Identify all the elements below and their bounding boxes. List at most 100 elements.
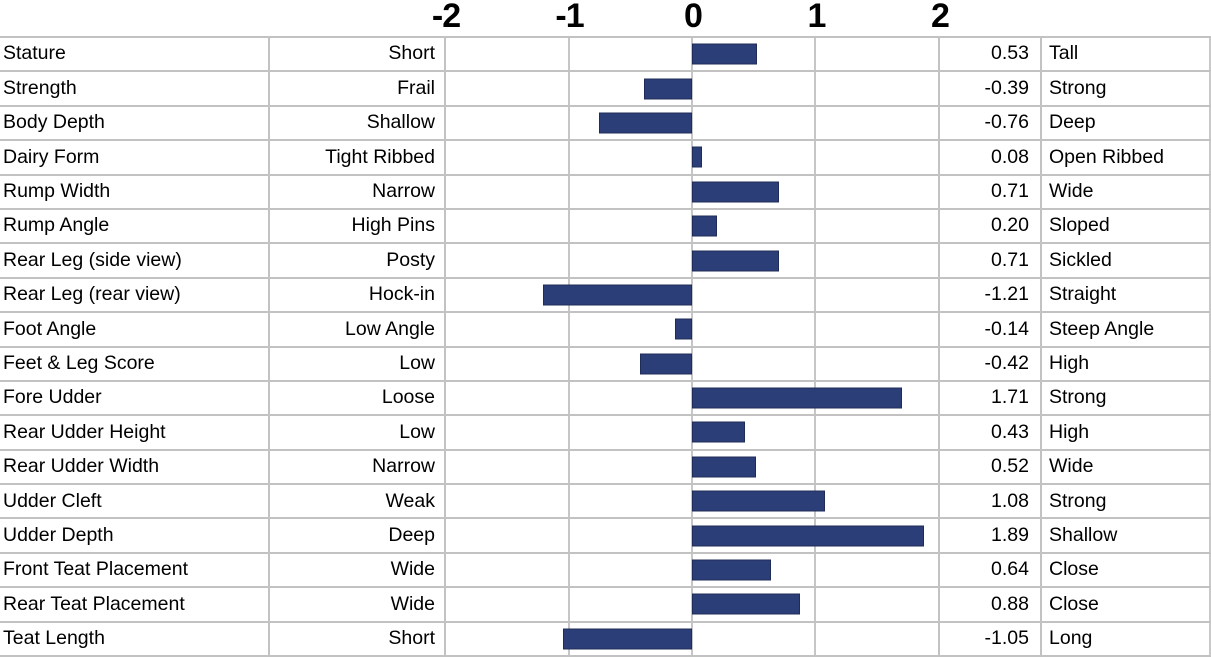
high-descriptor-label: Deep (1042, 106, 1211, 140)
trait-label: Udder Depth (0, 519, 270, 552)
high-descriptor-label: Close (1042, 588, 1211, 621)
low-descriptor-label: Narrow (270, 450, 446, 484)
gridline-plus1 (814, 209, 816, 243)
high-descriptor-label: Wide (1042, 450, 1211, 484)
low-descriptor-label: Hock-in (270, 278, 446, 312)
gridline-plus1 (814, 141, 816, 174)
high-descriptor-label: High (1042, 416, 1211, 449)
gridline-plus1 (814, 588, 816, 621)
low-descriptor-label: High Pins (270, 209, 446, 243)
value-label: 0.64 (940, 553, 1042, 587)
gridline-plus1 (814, 38, 816, 71)
trait-value-bar (692, 43, 758, 65)
bar-plot-cell (446, 381, 940, 415)
gridline-plus1 (814, 347, 816, 380)
trait-value-bar (692, 421, 745, 443)
gridline-minus1 (568, 175, 570, 208)
high-descriptor-label: Strong (1042, 485, 1211, 518)
trait-value-bar (692, 490, 825, 512)
gridline-minus1 (568, 416, 570, 449)
high-descriptor-label: Close (1042, 553, 1211, 587)
gridline-plus1 (814, 450, 816, 484)
high-descriptor-label: Wide (1042, 175, 1211, 208)
low-descriptor-label: Wide (270, 553, 446, 587)
axis-tick-label: -1 (555, 0, 584, 35)
value-label: -0.76 (940, 106, 1042, 140)
trait-label: Foot Angle (0, 313, 270, 346)
bar-plot-cell (446, 209, 940, 243)
trait-label: Stature (0, 38, 270, 71)
low-descriptor-label: Low (270, 347, 446, 380)
value-label: -0.42 (940, 347, 1042, 380)
bar-plot-cell (446, 141, 940, 174)
trait-label: Rear Leg (side view) (0, 244, 270, 277)
trait-value-bar (692, 525, 925, 547)
trait-row: Udder Cleft Weak 1.08 Strong (0, 485, 1211, 520)
trait-label: Rear Leg (rear view) (0, 278, 270, 312)
trait-value-bar (598, 112, 692, 134)
gridline-minus1 (568, 38, 570, 71)
trait-row: Rear Udder Height Low 0.43 High (0, 416, 1211, 451)
trait-row: Fore Udder Loose 1.71 Strong (0, 381, 1211, 417)
gridline-minus1 (568, 72, 570, 105)
trait-label: Strength (0, 72, 270, 105)
axis-tick-label: 1 (807, 0, 827, 35)
high-descriptor-label: Sickled (1042, 244, 1211, 277)
value-label: 0.71 (940, 175, 1042, 208)
value-label: 0.08 (940, 141, 1042, 174)
bar-plot-cell (446, 244, 940, 277)
trait-label: Rump Angle (0, 209, 270, 243)
axis-tick-label: -2 (431, 0, 461, 35)
bar-plot-cell (446, 622, 940, 656)
gridline-minus1 (568, 485, 570, 518)
trait-row: Rear Teat Placement Wide 0.88 Close (0, 588, 1211, 623)
bar-plot-cell (446, 38, 940, 71)
trait-row: Rear Udder Width Narrow 0.52 Wide (0, 450, 1211, 486)
value-label: 0.20 (940, 209, 1042, 243)
gridline-minus1 (568, 381, 570, 415)
bar-plot-cell (446, 450, 940, 484)
trait-label: Rear Udder Width (0, 450, 270, 484)
high-descriptor-label: Open Ribbed (1042, 141, 1211, 174)
trait-row: Teat Length Short -1.05 Long (0, 622, 1211, 658)
value-label: 0.71 (940, 244, 1042, 277)
high-descriptor-label: Steep Angle (1042, 313, 1211, 346)
value-label: -0.14 (940, 313, 1042, 346)
trait-value-bar (543, 284, 692, 306)
trait-value-bar (692, 146, 702, 168)
high-descriptor-label: Shallow (1042, 519, 1211, 552)
value-label: 0.52 (940, 450, 1042, 484)
high-descriptor-label: Strong (1042, 381, 1211, 415)
low-descriptor-label: Narrow (270, 175, 446, 208)
bar-plot-cell (446, 553, 940, 587)
trait-label: Feet & Leg Score (0, 347, 270, 380)
value-label: 0.53 (940, 38, 1042, 71)
bar-plot-cell (446, 485, 940, 518)
trait-label: Udder Cleft (0, 485, 270, 518)
low-descriptor-label: Short (270, 622, 446, 656)
high-descriptor-label: Sloped (1042, 209, 1211, 243)
gridline-minus1 (568, 588, 570, 621)
high-descriptor-label: Long (1042, 622, 1211, 656)
trait-rows: Stature Short 0.53 Tall Strength Frail -… (0, 38, 1211, 658)
gridline-minus1 (568, 519, 570, 552)
value-label: 0.43 (940, 416, 1042, 449)
trait-row: Body Depth Shallow -0.76 Deep (0, 106, 1211, 142)
bar-plot-cell (446, 519, 940, 552)
trait-value-bar (692, 456, 756, 478)
low-descriptor-label: Deep (270, 519, 446, 552)
trait-label: Fore Udder (0, 381, 270, 415)
value-label: -1.21 (940, 278, 1042, 312)
low-descriptor-label: Posty (270, 244, 446, 277)
low-descriptor-label: Tight Ribbed (270, 141, 446, 174)
axis-tick-label: 0 (684, 0, 703, 35)
low-descriptor-label: Short (270, 38, 446, 71)
trait-row: Foot Angle Low Angle -0.14 Steep Angle (0, 313, 1211, 348)
bar-plot-cell (446, 106, 940, 140)
trait-label: Rear Udder Height (0, 416, 270, 449)
gridline-plus1 (814, 278, 816, 312)
value-label: 1.89 (940, 519, 1042, 552)
high-descriptor-label: Straight (1042, 278, 1211, 312)
trait-label: Dairy Form (0, 141, 270, 174)
